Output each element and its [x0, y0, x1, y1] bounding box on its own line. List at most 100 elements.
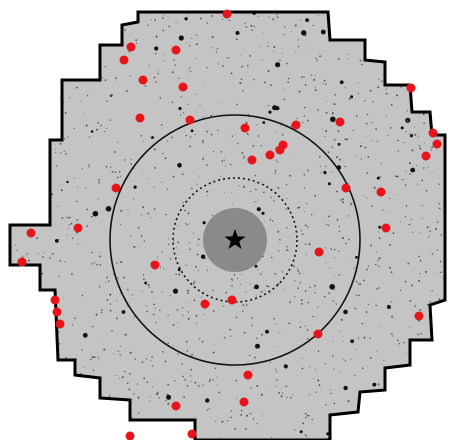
background-star — [258, 16, 259, 17]
background-star — [325, 363, 326, 364]
background-star — [314, 195, 316, 197]
background-star — [31, 410, 32, 411]
background-star — [29, 317, 32, 320]
background-star — [94, 262, 95, 263]
background-star — [333, 300, 334, 301]
background-star — [110, 303, 111, 304]
background-star — [257, 207, 261, 211]
background-star — [46, 68, 47, 69]
background-star — [355, 308, 357, 310]
background-star — [252, 145, 254, 147]
background-star — [414, 127, 415, 128]
background-star — [58, 331, 59, 332]
background-star — [399, 343, 400, 344]
background-star — [377, 177, 380, 180]
background-star — [426, 190, 428, 192]
background-star — [301, 299, 303, 301]
background-star — [355, 256, 358, 259]
background-star — [152, 365, 153, 366]
background-star — [190, 375, 191, 376]
background-star — [76, 65, 78, 67]
background-star — [15, 359, 17, 361]
background-star — [379, 25, 381, 27]
background-star — [181, 96, 182, 97]
background-star — [249, 355, 250, 356]
background-star — [122, 376, 124, 378]
background-star — [400, 290, 401, 291]
background-star — [368, 304, 369, 305]
background-star — [41, 401, 42, 402]
background-star — [168, 244, 169, 245]
background-star — [14, 408, 15, 409]
background-star — [82, 168, 83, 169]
background-star — [223, 306, 224, 307]
background-star — [98, 415, 99, 416]
background-star — [129, 388, 131, 390]
background-star — [41, 189, 43, 191]
background-star — [116, 318, 118, 320]
background-star — [417, 334, 419, 336]
background-star — [428, 407, 430, 409]
background-star — [191, 354, 193, 356]
background-star — [240, 414, 242, 416]
background-star — [284, 364, 288, 368]
background-star — [241, 152, 243, 154]
background-star — [153, 186, 154, 187]
background-star — [254, 285, 259, 290]
background-star — [14, 419, 16, 421]
background-star — [120, 354, 121, 355]
background-star — [329, 267, 330, 268]
background-star — [391, 333, 393, 335]
background-star — [359, 295, 360, 296]
red-marker — [172, 402, 181, 411]
background-star — [23, 177, 25, 179]
background-star — [117, 415, 119, 417]
background-star — [43, 306, 44, 307]
background-star — [77, 186, 78, 187]
background-star — [286, 386, 288, 388]
background-star — [27, 299, 28, 300]
background-star — [61, 185, 62, 186]
background-star — [126, 417, 127, 418]
background-star — [151, 19, 152, 20]
background-star — [69, 217, 70, 218]
background-star — [195, 266, 197, 268]
background-star — [151, 356, 153, 358]
background-star — [428, 394, 429, 395]
background-star — [256, 385, 258, 387]
background-star — [431, 391, 433, 393]
background-star — [11, 27, 12, 28]
background-star — [417, 359, 418, 360]
background-star — [318, 15, 319, 16]
background-star — [77, 395, 78, 396]
background-star — [281, 395, 283, 397]
background-star — [429, 362, 431, 364]
background-star — [409, 327, 410, 328]
background-star — [44, 136, 45, 137]
background-star — [389, 267, 391, 269]
background-star — [305, 18, 309, 22]
background-star — [26, 40, 27, 41]
background-star — [334, 139, 336, 141]
background-star — [120, 210, 122, 212]
background-star — [301, 76, 303, 78]
background-star — [358, 338, 359, 339]
background-star — [50, 135, 52, 137]
background-star — [177, 163, 182, 168]
background-star — [48, 36, 49, 37]
background-star — [243, 186, 245, 188]
background-star — [153, 304, 155, 306]
background-star — [81, 349, 82, 350]
background-star — [330, 389, 331, 390]
background-star — [305, 434, 306, 435]
background-star — [29, 340, 30, 341]
background-star — [46, 31, 47, 32]
background-star — [232, 204, 233, 205]
red-marker — [429, 129, 438, 138]
background-star — [336, 303, 337, 304]
background-star — [397, 176, 399, 178]
background-star — [35, 309, 37, 311]
background-star — [66, 181, 68, 183]
background-star — [24, 394, 26, 396]
background-star — [90, 425, 91, 426]
